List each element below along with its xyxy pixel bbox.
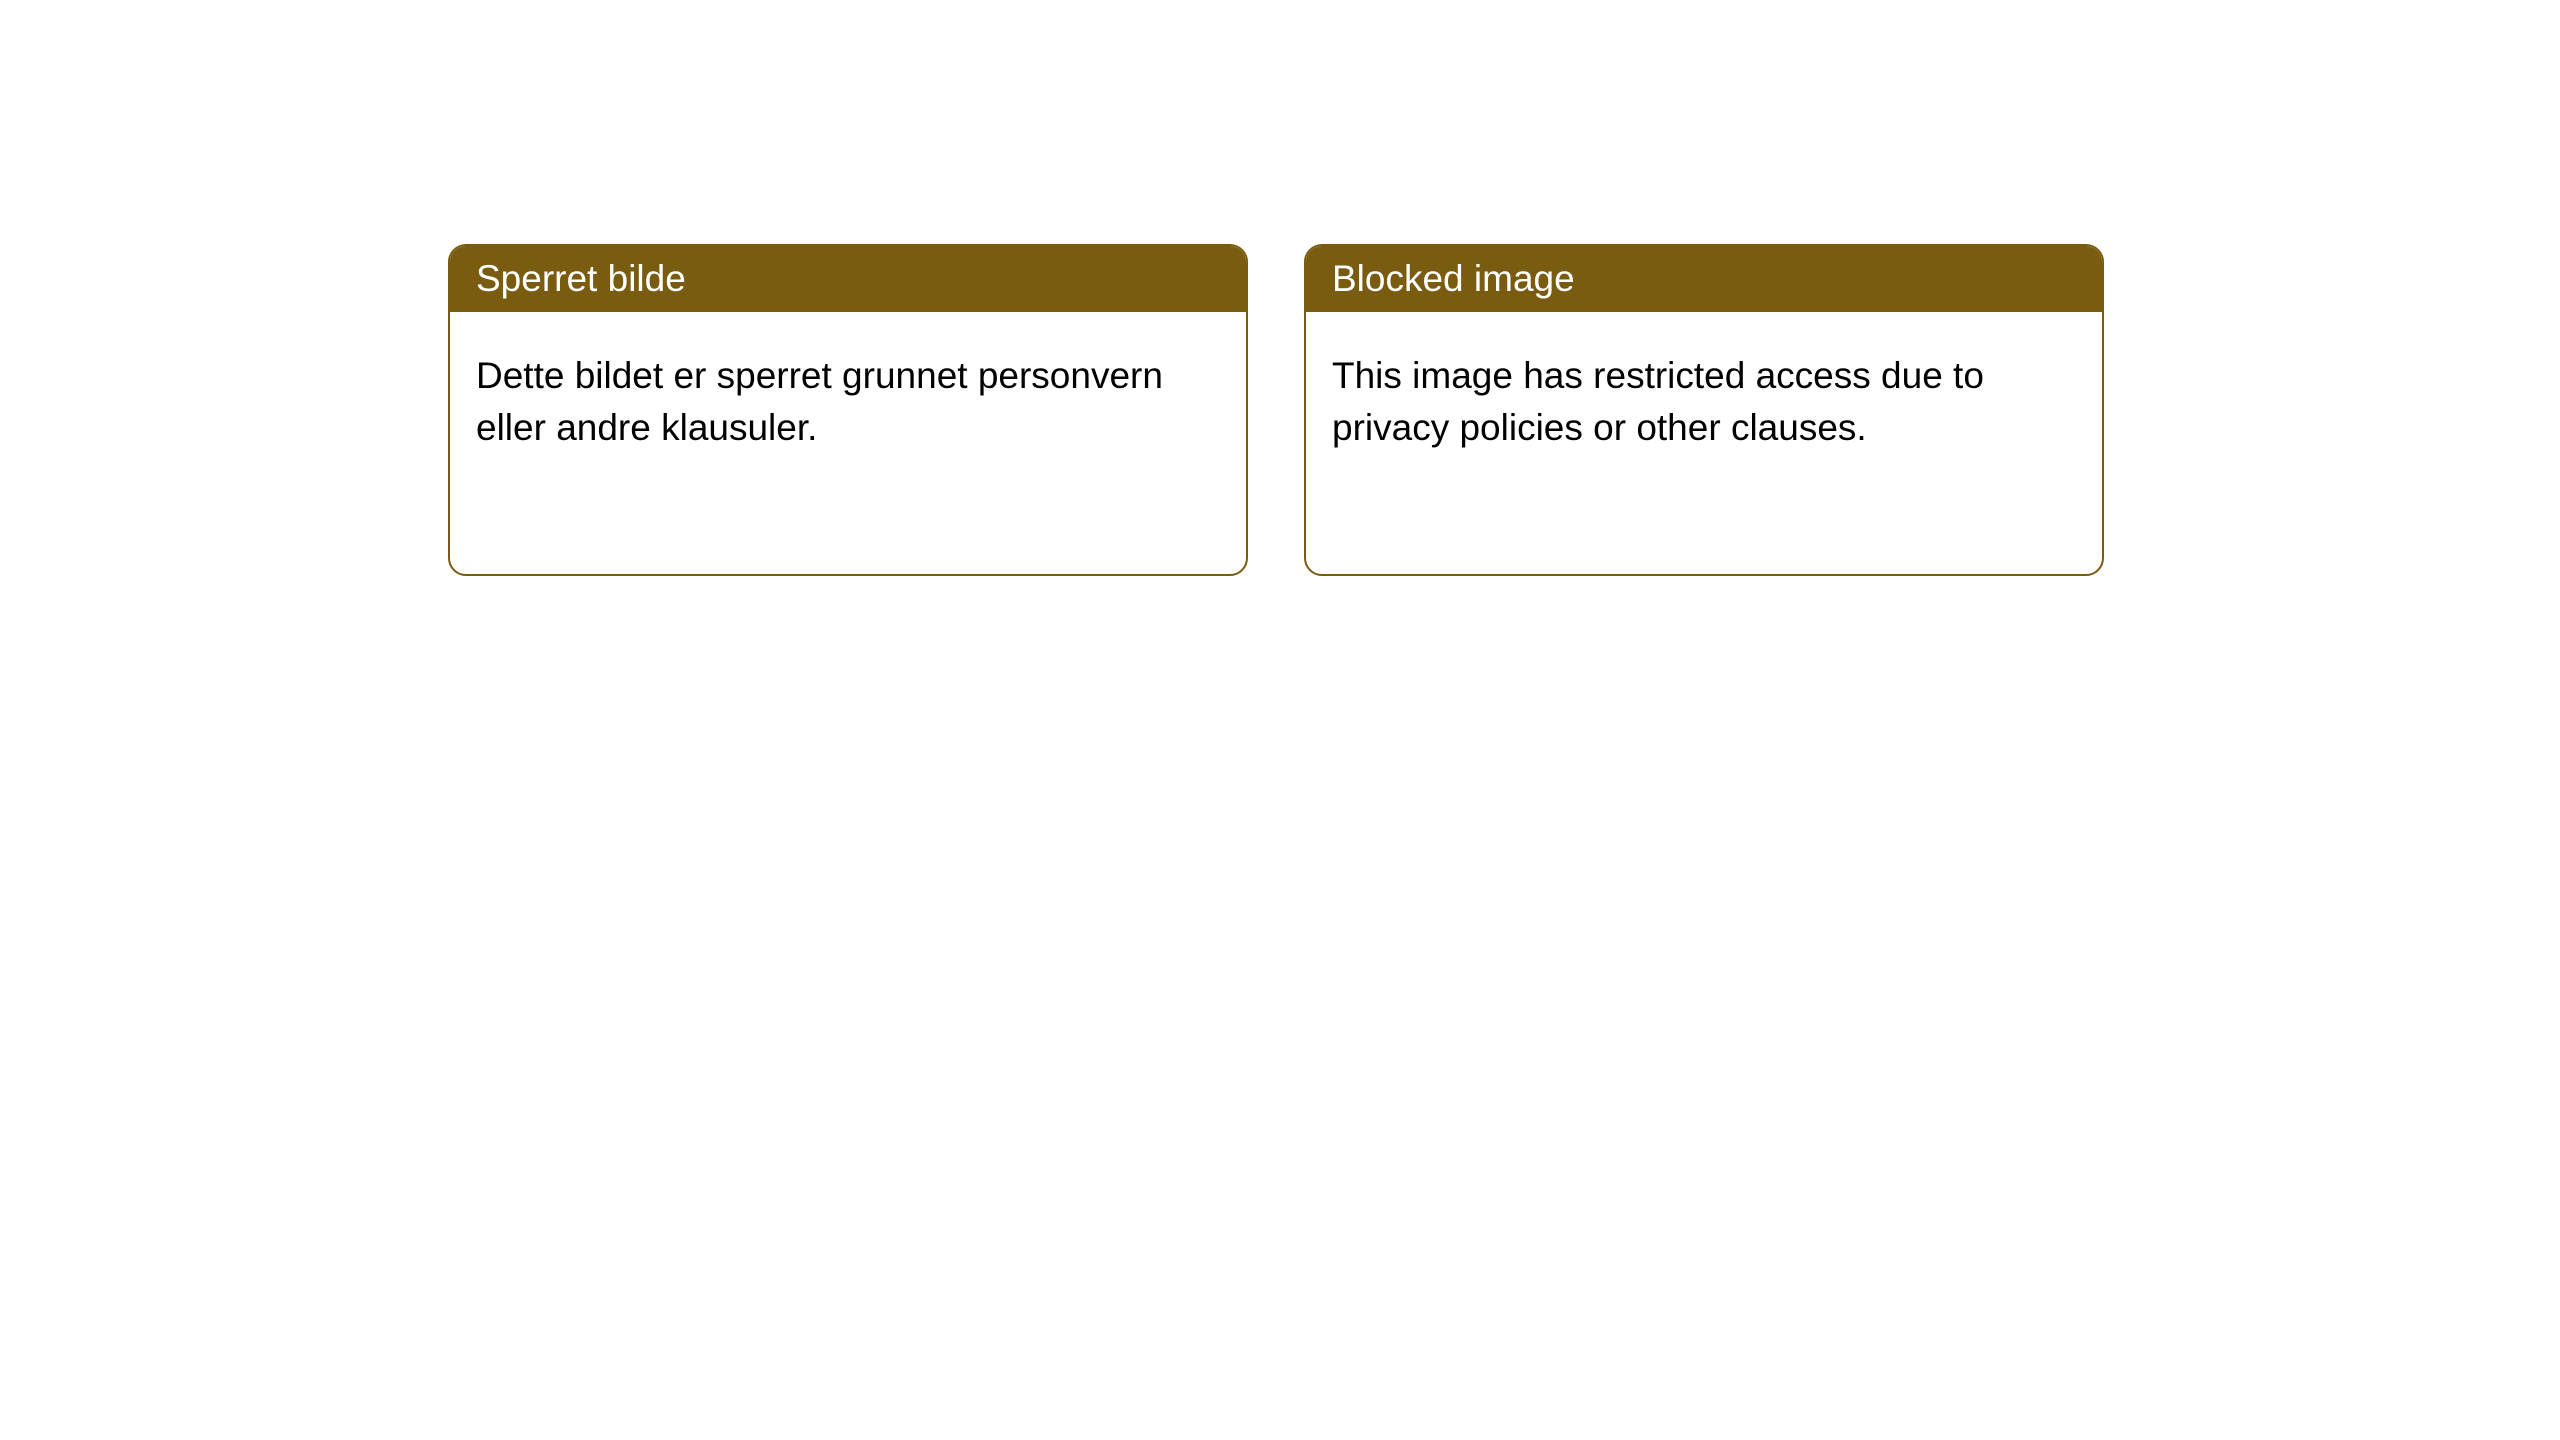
notice-card-english: Blocked image This image has restricted … [1304,244,2104,576]
notice-body: Dette bildet er sperret grunnet personve… [450,312,1246,492]
notice-text: This image has restricted access due to … [1332,355,1984,448]
notice-header: Sperret bilde [450,246,1246,312]
notice-body: This image has restricted access due to … [1306,312,2102,492]
notice-card-norwegian: Sperret bilde Dette bildet er sperret gr… [448,244,1248,576]
notice-title: Blocked image [1332,258,1575,299]
notice-text: Dette bildet er sperret grunnet personve… [476,355,1163,448]
notice-header: Blocked image [1306,246,2102,312]
notice-cards-container: Sperret bilde Dette bildet er sperret gr… [0,0,2560,576]
notice-title: Sperret bilde [476,258,686,299]
